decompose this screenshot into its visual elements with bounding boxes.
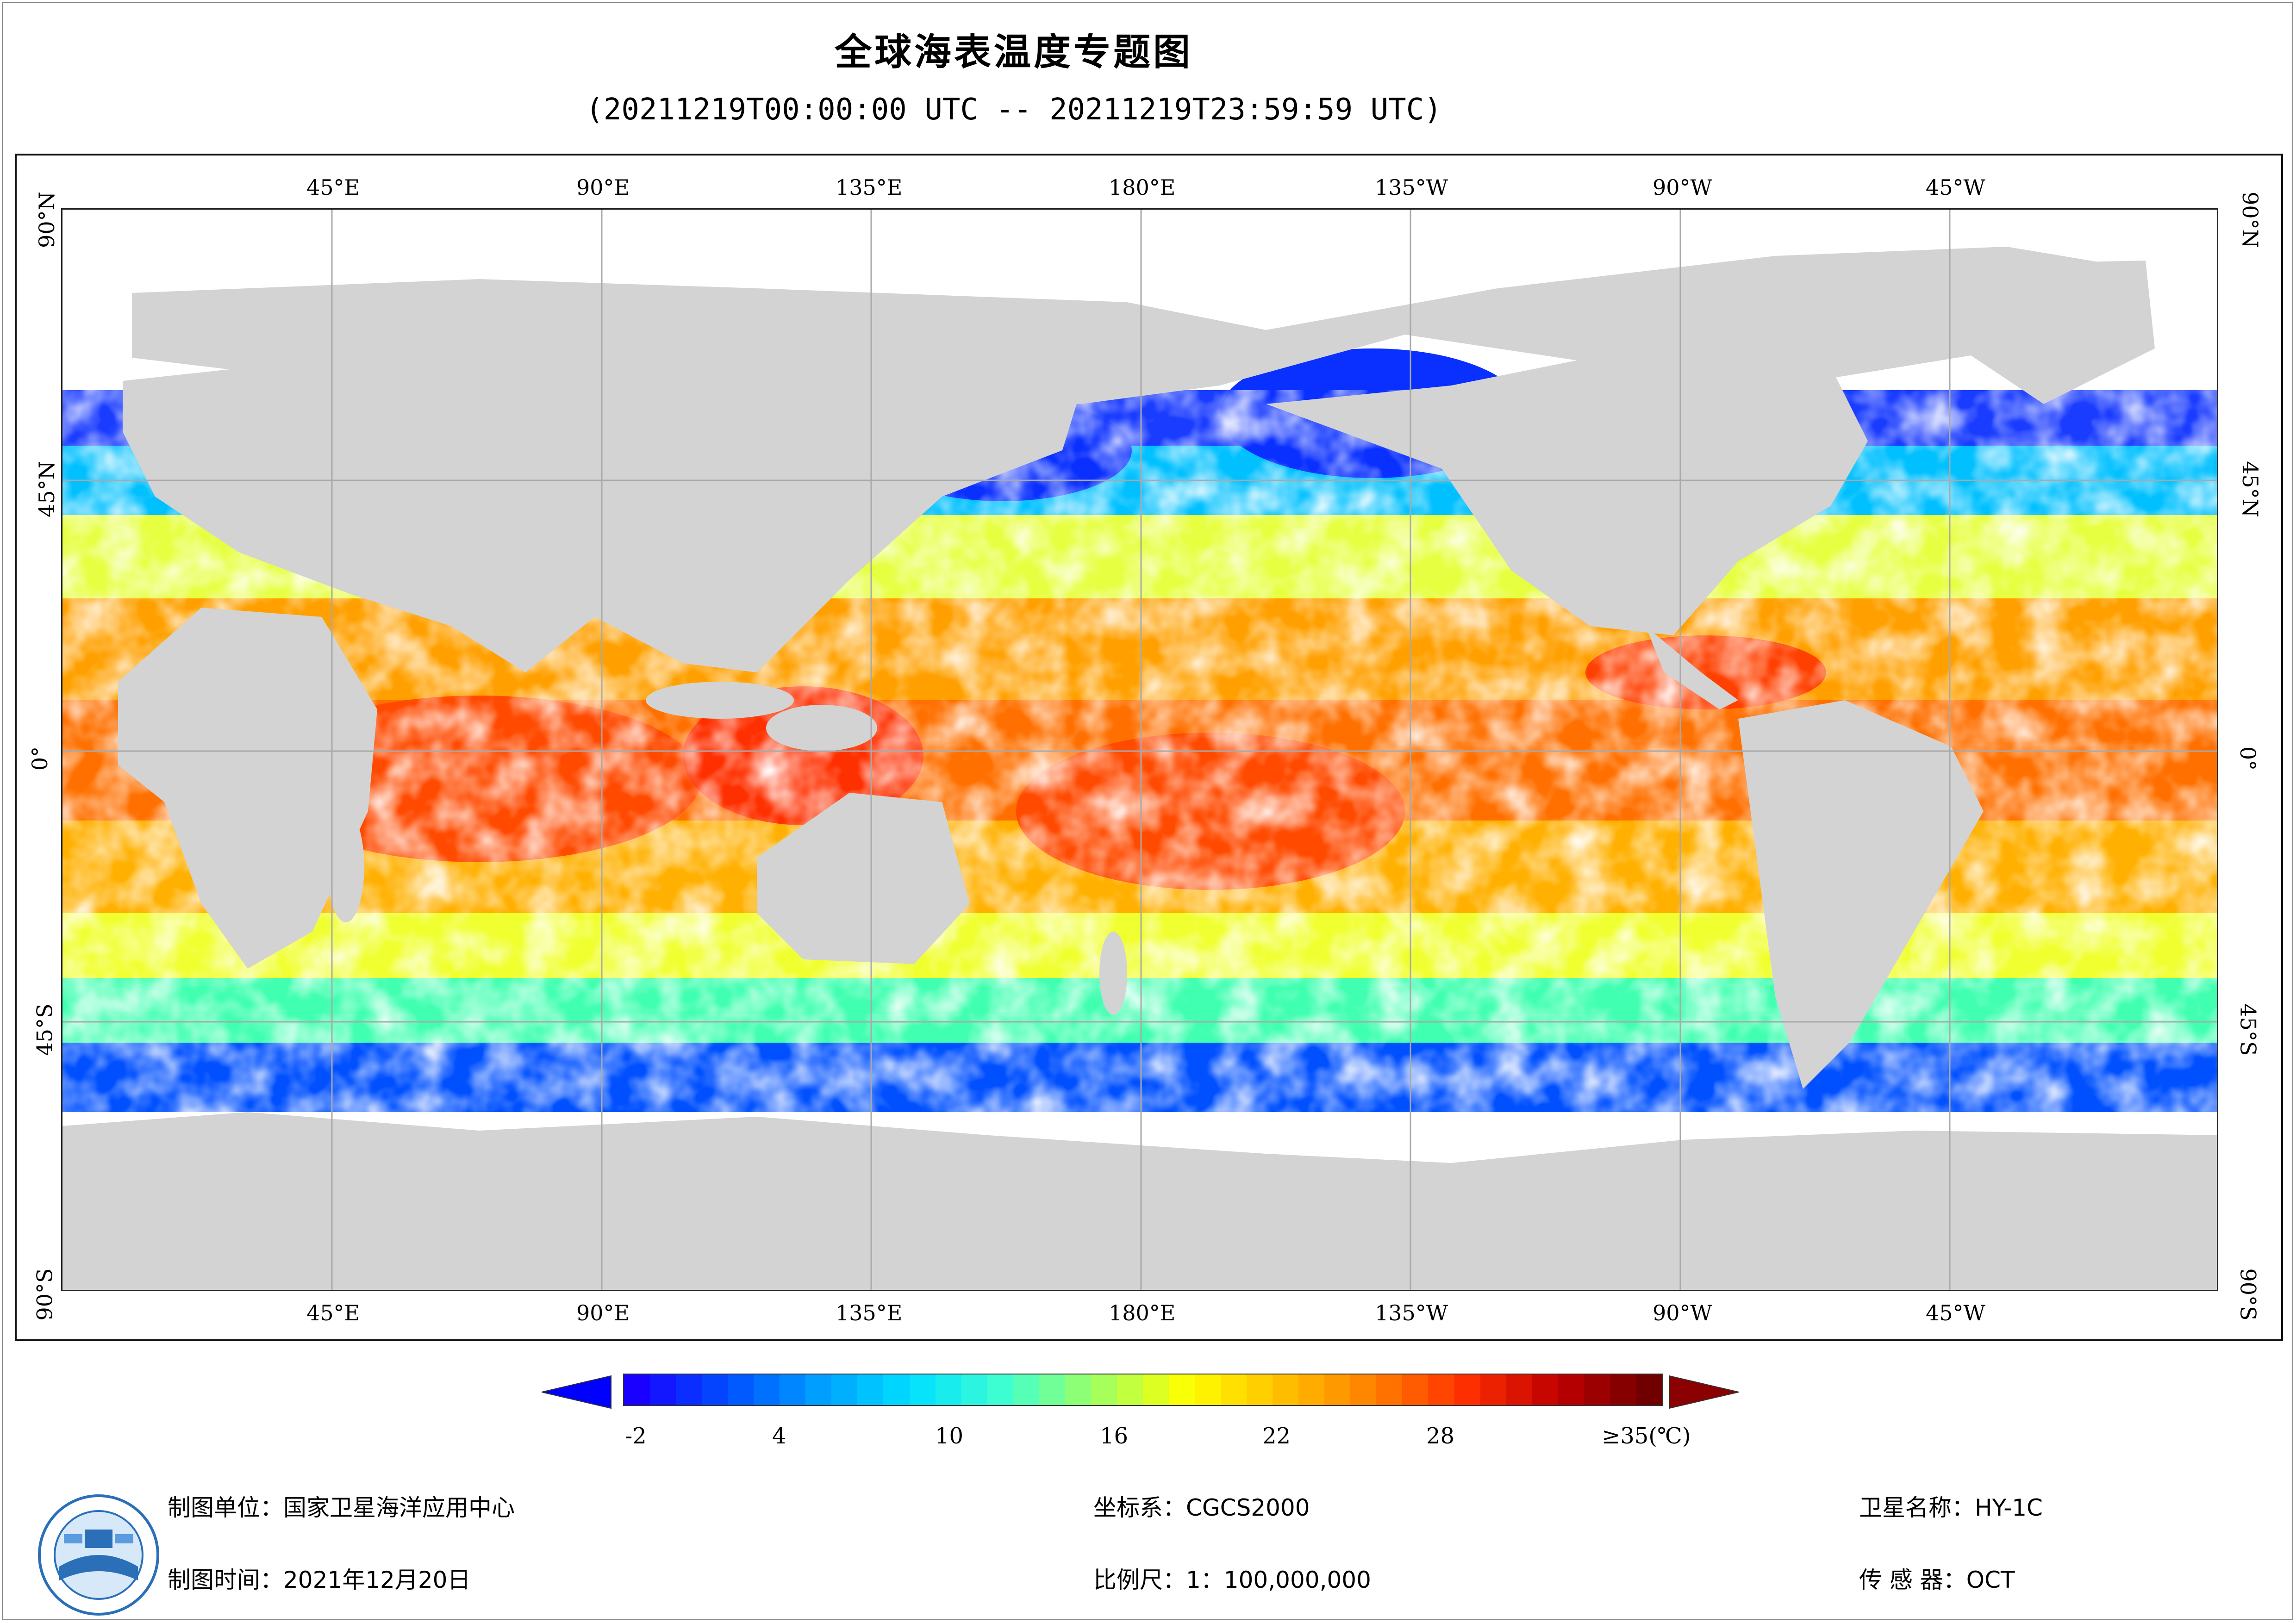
colorbar-segment — [1142, 1374, 1169, 1405]
lat-label-left-45n: 45°N — [34, 461, 59, 517]
colorbar-segment — [1324, 1374, 1351, 1405]
colorbar-segment — [676, 1374, 702, 1405]
colorbar-segment — [1065, 1374, 1091, 1405]
colorbar-tick-6: ≥35(℃) — [1602, 1423, 1691, 1449]
lon-label-bottom-90w: 90°W — [1653, 1300, 1712, 1325]
colorbar — [542, 1374, 1745, 1415]
colorbar-segment — [1480, 1374, 1506, 1405]
lon-label-bottom-180e: 180°E — [1109, 1300, 1176, 1325]
colorbar-segment — [1428, 1374, 1454, 1405]
lat-label-right-90s: 90°S — [2235, 1268, 2261, 1321]
lat-label-left-90s: 90°S — [32, 1268, 57, 1321]
colorbar-segment — [1454, 1374, 1480, 1405]
lat-label-left-45s: 45°S — [32, 1003, 57, 1056]
lat-label-right-45n: 45°N — [2237, 461, 2263, 517]
colorbar-segment — [650, 1374, 676, 1405]
sst-map-canvas — [62, 210, 2217, 1290]
colorbar-segment — [805, 1374, 832, 1405]
colorbar-gradient — [623, 1374, 1663, 1406]
colorbar-segment — [624, 1374, 650, 1405]
lon-label-top-135w: 135°W — [1375, 175, 1448, 200]
colorbar-tick-1: 4 — [772, 1423, 786, 1449]
under-arrow-icon — [542, 1375, 611, 1409]
colorbar-segment — [987, 1374, 1013, 1405]
colorbar-segment — [1168, 1374, 1195, 1405]
colorbar-segment — [857, 1374, 884, 1405]
colorbar-segment — [728, 1374, 754, 1405]
colorbar-segment — [1247, 1374, 1273, 1405]
colorbar-under-arrow — [542, 1375, 611, 1409]
colorbar-segment — [1091, 1374, 1117, 1405]
colorbar-tick-0: -2 — [625, 1423, 647, 1449]
map-frame — [15, 154, 2283, 1341]
lat-label-right-45s: 45°S — [2235, 1003, 2261, 1056]
colorbar-segment — [1532, 1374, 1558, 1405]
colorbar-segment — [1350, 1374, 1377, 1405]
colorbar-segment — [909, 1374, 936, 1405]
coordinate-system: 坐标系：CGCS2000 — [1093, 1494, 1310, 1521]
colorbar-tick-2: 10 — [935, 1423, 964, 1449]
lon-label-top-135e: 135°E — [836, 175, 903, 200]
sst-map — [61, 208, 2218, 1291]
colorbar-segment — [780, 1374, 806, 1405]
satellite-name: 卫星名称：HY-1C — [1859, 1494, 2043, 1521]
lat-label-right-90n: 90°N — [2237, 192, 2263, 248]
colorbar-tick-3: 16 — [1100, 1423, 1129, 1449]
lat-label-left-90n: 90°N — [34, 192, 59, 248]
lon-label-bottom-45e: 45°E — [306, 1300, 360, 1325]
colorbar-segment — [1117, 1374, 1143, 1405]
map-title: 全球海表温度专题图 — [835, 31, 1193, 74]
lon-label-bottom-135e: 135°E — [836, 1300, 903, 1325]
colorbar-segment — [1584, 1374, 1610, 1405]
colorbar-segment — [1558, 1374, 1584, 1405]
lon-label-bottom-90e: 90°E — [576, 1300, 630, 1325]
colorbar-segment — [831, 1374, 858, 1405]
lat-label-left-0: 0° — [27, 746, 53, 771]
sensor-name: 传 感 器：OCT — [1859, 1567, 2015, 1593]
time-range: (20211219T00:00:00 UTC -- 20211219T23:59… — [586, 93, 1442, 127]
colorbar-segment — [935, 1374, 961, 1405]
graticule — [62, 210, 2217, 1290]
colorbar-segment — [1013, 1374, 1039, 1405]
producer-unit: 制图单位：国家卫星海洋应用中心 — [168, 1494, 515, 1521]
lon-label-top-45w: 45°W — [1926, 175, 1985, 200]
lon-label-top-90e: 90°E — [576, 175, 630, 200]
colorbar-tick-4: 22 — [1262, 1423, 1291, 1449]
lon-label-top-180e: 180°E — [1109, 175, 1176, 200]
colorbar-segment — [961, 1374, 987, 1405]
colorbar-segment — [754, 1374, 780, 1405]
colorbar-segment — [702, 1374, 728, 1405]
lat-label-right-0: 0° — [2235, 746, 2261, 771]
colorbar-segment — [1376, 1374, 1403, 1405]
colorbar-segment — [1506, 1374, 1532, 1405]
lon-label-top-90w: 90°W — [1653, 175, 1712, 200]
colorbar-segment — [1273, 1374, 1299, 1405]
lon-label-bottom-135w: 135°W — [1375, 1300, 1448, 1325]
lon-label-bottom-45w: 45°W — [1926, 1300, 1985, 1325]
colorbar-tick-5: 28 — [1426, 1423, 1455, 1449]
colorbar-segment — [1610, 1374, 1636, 1405]
colorbar-over-arrow — [1669, 1375, 1739, 1409]
colorbar-segment — [883, 1374, 910, 1405]
over-arrow-icon — [1669, 1375, 1739, 1409]
map-scale: 比例尺：1：100,000,000 — [1093, 1567, 1371, 1593]
production-date: 制图时间：2021年12月20日 — [168, 1567, 471, 1593]
colorbar-segment — [1221, 1374, 1247, 1405]
colorbar-segment — [1635, 1374, 1662, 1405]
colorbar-segment — [1402, 1374, 1429, 1405]
lon-label-top-45e: 45°E — [306, 175, 360, 200]
nsoas-logo — [38, 1494, 159, 1616]
colorbar-segment — [1039, 1374, 1065, 1405]
colorbar-segment — [1298, 1374, 1325, 1405]
colorbar-segment — [1195, 1374, 1221, 1405]
